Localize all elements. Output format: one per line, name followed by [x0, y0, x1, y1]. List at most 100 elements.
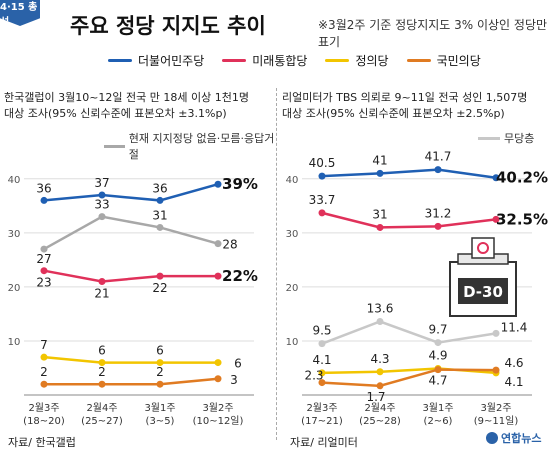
data-point — [98, 191, 106, 199]
data-label: 41 — [372, 153, 387, 167]
series-line — [321, 320, 497, 345]
data-label: 9.7 — [428, 323, 447, 337]
right-extra-legend-label: 무당층 — [504, 132, 535, 145]
last-value-label: 39% — [222, 175, 258, 193]
data-label: 7 — [40, 338, 48, 352]
logo-text: 연합뉴스 — [501, 432, 542, 445]
data-point — [376, 382, 384, 390]
legend-item-democratic: 더불어민주당 — [108, 52, 204, 69]
right-description-line2: 대상 조사(95% 신뢰수준에 표본오차 ±2.5%p) — [282, 107, 505, 120]
data-label: 4.1 — [312, 353, 331, 367]
right-line-chart: 10 20 30 40 2월3주 (17~21) 2월4주 (25~28) 3월1주 (2~6) 3… — [286, 150, 548, 427]
data-point — [318, 369, 326, 377]
data-point — [40, 380, 48, 388]
data-point — [492, 215, 500, 223]
x-tick-label: (10~12일) — [193, 415, 244, 427]
data-label: 28 — [222, 238, 237, 252]
legend-label: 더불어민주당 — [138, 54, 205, 68]
data-label: 21 — [94, 287, 109, 301]
series-line — [321, 168, 497, 179]
data-point — [156, 359, 164, 367]
legend-swatch — [104, 144, 125, 148]
data-label: 1.7 — [366, 390, 385, 404]
dday-box — [458, 278, 508, 304]
data-point — [40, 267, 48, 275]
data-point — [376, 317, 384, 325]
data-point — [156, 272, 164, 280]
x-tick-label: 3월2주 — [480, 402, 511, 414]
data-point — [98, 213, 106, 221]
last-value-label: 40.2% — [496, 169, 548, 187]
election-badge: 4·15 총선 — [0, 0, 40, 26]
left-description: 한국갤럽이 3월10~12일 전국 만 18세 이상 1천1명 대상 조사(95… — [4, 90, 274, 122]
right-description: 리얼미터가 TBS 의뢰로 9~11일 전국 성인 1,507명 대상 조사(9… — [282, 90, 550, 122]
legend-swatch — [406, 59, 431, 62]
legend-item-justice: 정의당 — [325, 52, 389, 69]
data-point — [376, 223, 384, 231]
data-label: 36 — [36, 181, 51, 195]
data-label: 31 — [372, 207, 387, 221]
data-label: 31.2 — [425, 206, 452, 220]
y-tick-label: 30 — [286, 229, 299, 240]
panel-divider — [276, 88, 277, 440]
data-label: 22 — [152, 281, 167, 295]
data-point — [318, 379, 326, 387]
x-tick-label: (25~27) — [81, 416, 123, 427]
x-tick-label: 2월3주 — [306, 402, 337, 414]
right-source: 자료/ 리얼미터 — [290, 436, 358, 449]
legend-swatch — [478, 136, 500, 140]
x-tick-label: (17~21) — [301, 416, 343, 427]
left-panel: 한국갤럽이 3월10~12일 전국 만 18세 이상 1천1명 대상 조사(95… — [4, 90, 276, 440]
data-point — [40, 353, 48, 361]
data-label: 2 — [40, 365, 48, 379]
data-point — [156, 380, 164, 388]
data-label: 9.5 — [312, 324, 331, 338]
x-tick-label: (3~5) — [146, 416, 175, 427]
data-label: 13.6 — [367, 301, 394, 315]
legend-label: 정의당 — [355, 54, 389, 68]
x-tick-label: 2월3주 — [28, 402, 59, 414]
data-point — [214, 375, 222, 383]
x-tick-label: (25~28) — [359, 416, 401, 427]
legend-item-people: 국민의당 — [406, 52, 481, 69]
series-line — [43, 269, 218, 283]
ballot-paper — [471, 237, 495, 259]
data-label: 41.7 — [425, 150, 452, 164]
data-label: 37 — [94, 176, 109, 190]
data-label: 6 — [234, 357, 242, 371]
data-point — [214, 359, 222, 367]
data-label: 36 — [152, 181, 167, 195]
last-value-label: 22% — [222, 267, 258, 285]
data-point — [434, 222, 442, 230]
data-label: 33 — [94, 198, 109, 212]
data-point — [492, 366, 500, 374]
y-tick-label: 40 — [286, 175, 299, 186]
y-tick-label: 40 — [8, 175, 21, 186]
dday-label: D-30 — [463, 283, 503, 301]
right-description-line1: 리얼미터가 TBS 의뢰로 9~11일 전국 성인 1,507명 — [282, 91, 528, 104]
data-label: 6 — [98, 344, 106, 358]
data-point — [156, 196, 164, 204]
x-tick-label: 3월1주 — [422, 402, 453, 414]
data-label: 2.3 — [304, 369, 323, 383]
data-label: 11.4 — [501, 320, 528, 334]
left-line-chart: 10 20 30 40 2월3주 (18~20) 2월4주 (25~27) 3월1주 (3~5) 3… — [8, 175, 258, 427]
data-label: 33.7 — [309, 193, 336, 207]
x-tick-label: 3월1주 — [144, 402, 175, 414]
y-tick-label: 20 — [286, 283, 299, 294]
data-label: 2 — [98, 365, 106, 379]
series-line — [43, 183, 219, 202]
data-point — [492, 329, 500, 337]
left-extra-legend: 현재 지지정당 없음·모름·응답거절 — [104, 130, 276, 162]
series-line — [43, 355, 218, 364]
left-description-line1: 한국갤럽이 3월10~12일 전국 만 18세 이상 1천1명 — [4, 91, 249, 104]
x-tick-label: 2월4주 — [364, 402, 395, 414]
data-label: 23 — [36, 276, 51, 290]
data-point — [492, 174, 500, 182]
data-point — [318, 340, 326, 348]
data-label: 27 — [36, 252, 51, 266]
legend-swatch — [108, 59, 132, 62]
y-tick-label: 10 — [8, 337, 21, 348]
data-point — [434, 366, 442, 374]
